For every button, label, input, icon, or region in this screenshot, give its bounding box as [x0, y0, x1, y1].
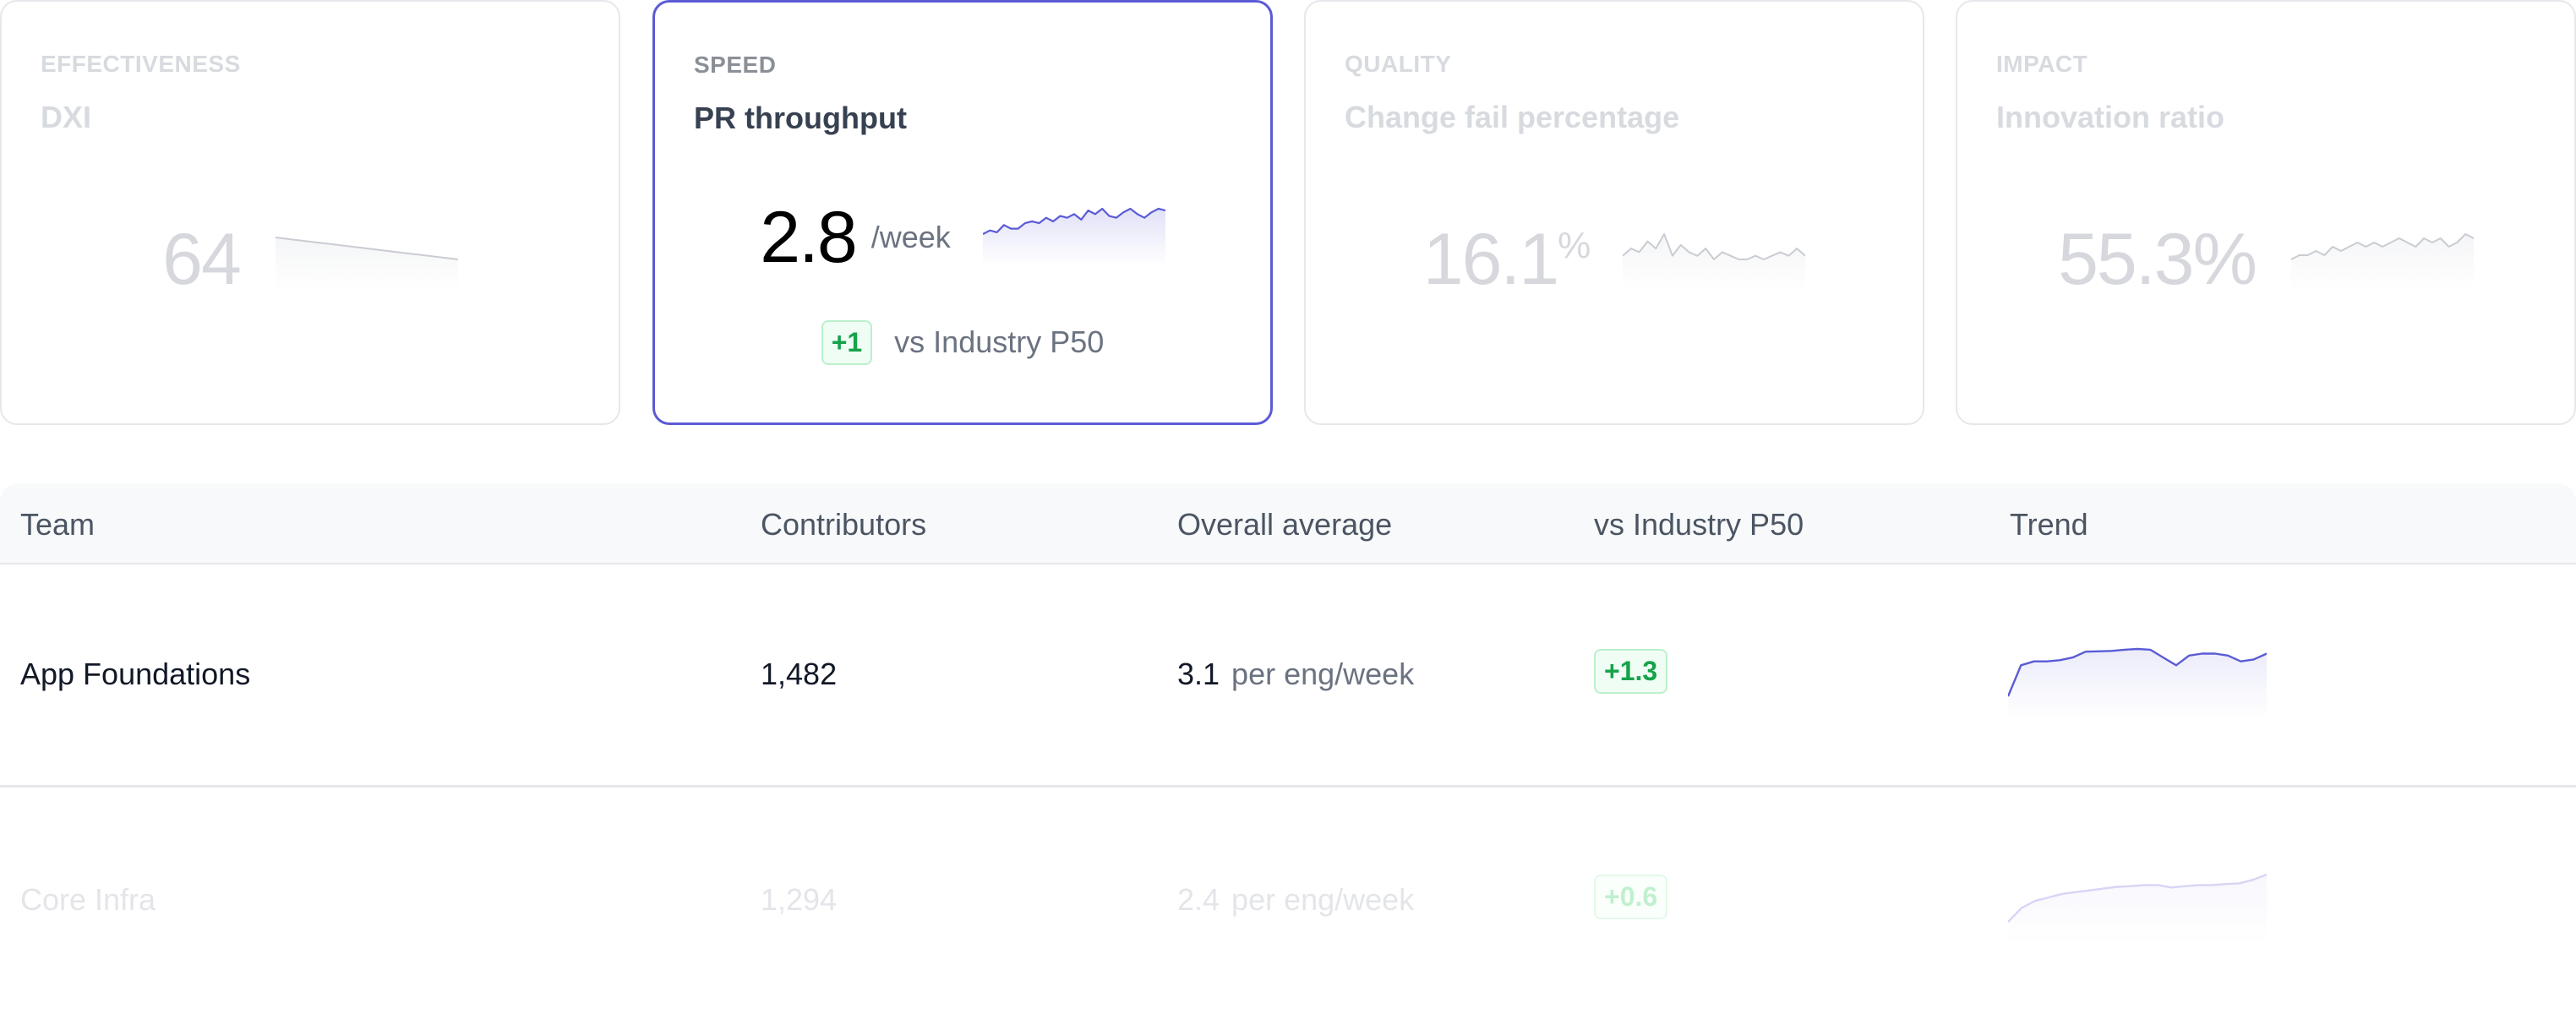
- column-header-contributors[interactable]: Contributors: [761, 507, 927, 542]
- metric-cards: EFFECTIVENESS DXI 64 SPEED PR throughput…: [0, 0, 2576, 426]
- sparkline-line: [1623, 233, 1806, 260]
- sparkline-area: [1623, 234, 1806, 292]
- contributors-count: 1,294: [761, 882, 838, 917]
- card-sparkline: [1623, 233, 1806, 292]
- card-title: PR throughput: [694, 101, 907, 135]
- column-header-trend: Trend: [2010, 507, 2088, 542]
- sparkline-line: [2008, 647, 2267, 697]
- overall-average: 2.4 per eng/week: [1177, 881, 1414, 918]
- team-name[interactable]: App Foundations: [20, 657, 251, 691]
- metric-row: 2.8 /week: [655, 201, 1270, 274]
- sparkline-line: [982, 207, 1165, 235]
- table-header: Team Contributors Overall average vs Ind…: [0, 483, 2576, 564]
- card-dxi[interactable]: EFFECTIVENESS DXI 64: [0, 0, 620, 425]
- trend-sparkline: [2008, 647, 2267, 718]
- delta-badge: +1.3: [1594, 649, 1668, 694]
- average-unit: per eng/week: [1231, 882, 1415, 917]
- delta-badge: +1: [821, 320, 873, 365]
- comparison-label: vs Industry P50: [894, 324, 1105, 360]
- metric-row: 16.1 %: [1306, 223, 1923, 296]
- sparkline-line: [2008, 873, 2267, 923]
- column-header-overall-average[interactable]: Overall average: [1177, 507, 1393, 542]
- table-row[interactable]: App Foundations 1,482 3.1 per eng/week +1…: [0, 564, 2576, 788]
- trend-sparkline: [2008, 873, 2267, 944]
- contributors-count: 1,482: [761, 657, 838, 691]
- card-sparkline: [275, 237, 458, 292]
- sparkline-line: [2290, 233, 2474, 260]
- card-sparkline: [982, 207, 1165, 266]
- card-pr-throughput[interactable]: SPEED PR throughput 2.8 /week +1 vs Indu…: [652, 0, 1273, 425]
- sparkline-area: [2008, 875, 2267, 944]
- card-category: SPEED: [694, 52, 777, 78]
- vs-p50-cell: +1.3: [1594, 649, 1668, 694]
- card-category: IMPACT: [1996, 51, 2088, 77]
- metric-value: 64: [162, 219, 242, 300]
- sparkline-area: [2290, 234, 2474, 292]
- metric-value: 16.1: [1422, 219, 1559, 300]
- column-header-vs-industry-p50[interactable]: vs Industry P50: [1594, 507, 1804, 542]
- team-name[interactable]: Core Infra: [20, 882, 156, 917]
- card-category: EFFECTIVENESS: [41, 51, 241, 77]
- card-change-fail-percentage[interactable]: QUALITY Change fail percentage 16.1 %: [1304, 0, 1924, 425]
- table-row[interactable]: Core Infra 1,294 2.4 per eng/week +0.6: [0, 790, 2576, 1013]
- sparkline-area: [2008, 649, 2267, 718]
- sparkline-area: [982, 209, 1165, 266]
- average-unit: per eng/week: [1231, 657, 1415, 691]
- metric-row: 64: [2, 223, 619, 296]
- vs-p50-cell: +0.6: [1594, 875, 1668, 919]
- column-header-team[interactable]: Team: [20, 507, 96, 542]
- delta-badge: +0.6: [1594, 875, 1668, 919]
- sparkline-area: [275, 237, 458, 292]
- overall-average: 3.1 per eng/week: [1177, 656, 1414, 692]
- card-title: Innovation ratio: [1996, 100, 2224, 134]
- average-value: 2.4: [1177, 882, 1220, 917]
- metric-value: 2.8: [760, 197, 858, 278]
- metric-row: 55.3%: [1957, 223, 2574, 296]
- metric-value: 55.3%: [2058, 219, 2257, 300]
- metric-unit: /week: [870, 220, 951, 254]
- card-category: QUALITY: [1345, 51, 1452, 77]
- card-title: Change fail percentage: [1345, 100, 1680, 134]
- metric-suffix: %: [1558, 225, 1591, 266]
- comparison: +1 vs Industry P50: [655, 320, 1270, 365]
- average-value: 3.1: [1177, 657, 1220, 691]
- sparkline-line: [275, 237, 458, 260]
- card-sparkline: [2290, 233, 2474, 292]
- card-innovation-ratio[interactable]: IMPACT Innovation ratio 55.3%: [1956, 0, 2576, 425]
- card-title: DXI: [41, 100, 92, 134]
